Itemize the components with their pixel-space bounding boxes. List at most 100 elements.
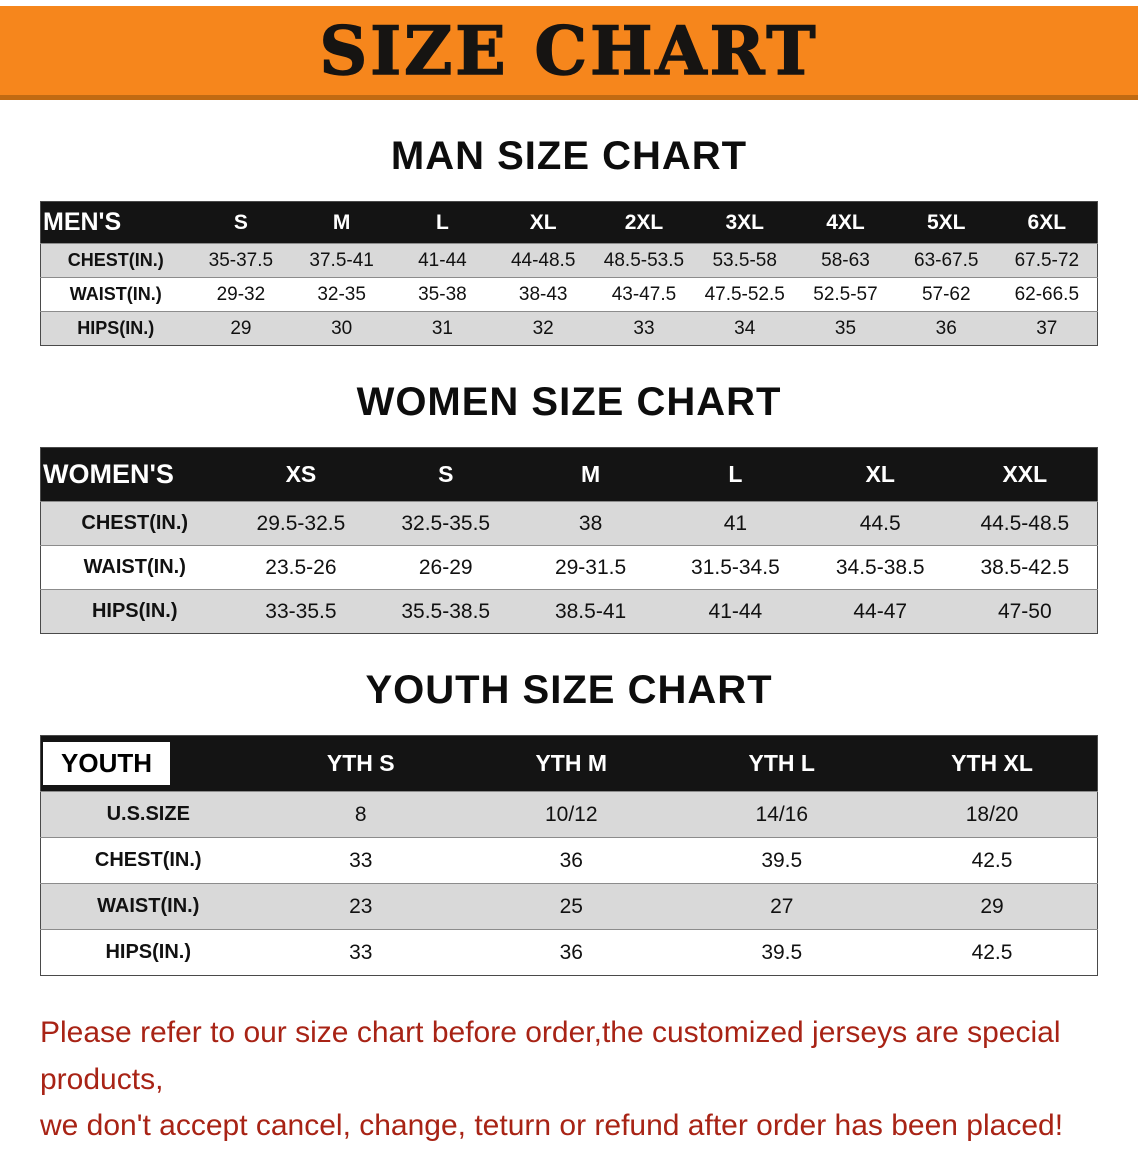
banner-title: SIZE CHART bbox=[319, 11, 819, 91]
measurement-value: 14/16 bbox=[676, 791, 887, 838]
measurement-value: 32 bbox=[492, 311, 594, 346]
measurement-row-label: WAIST(IN.) bbox=[40, 883, 256, 930]
measurement-value: 48.5-53.5 bbox=[593, 243, 695, 278]
size-column-header: S bbox=[233, 210, 248, 234]
men-size-section: MAN SIZE CHART MEN'S S M L XL 2XL 3XL 4XL 5XL 6XL… bbox=[0, 134, 1138, 346]
table-header-row: MEN'S S M L XL 2XL 3XL 4XL 5XL 6XL bbox=[40, 201, 1098, 244]
disclaimer-line-1: Please refer to our size chart before or… bbox=[40, 1016, 1061, 1096]
measurement-value: 36 bbox=[466, 929, 677, 976]
measurement-value: 42.5 bbox=[887, 837, 1098, 884]
disclaimer-text: Please refer to our size chart before or… bbox=[40, 1010, 1100, 1150]
measurement-row: CHEST(IN.) 33 36 39.5 42.5 bbox=[40, 837, 1098, 884]
measurement-row: WAIST(IN.) 29-32 32-35 35-38 38-43 43-47.5 47.… bbox=[40, 277, 1098, 312]
measurement-value: 63-67.5 bbox=[895, 243, 997, 278]
youth-size-chart-heading: YOUTH SIZE CHART bbox=[365, 668, 773, 712]
measurement-value: 27 bbox=[676, 883, 887, 930]
table-header-row: WOMEN'S XS S M L XL XXL bbox=[40, 447, 1098, 502]
measurement-value: 38 bbox=[518, 501, 663, 546]
measurement-row: CHEST(IN.) 35-37.5 37.5-41 41-44 44-48.5 48.5… bbox=[40, 243, 1098, 278]
women-size-section: WOMEN SIZE CHART WOMEN'S XS S M L XL XXL CHEST(… bbox=[0, 380, 1138, 634]
measurement-value: 29-32 bbox=[190, 277, 292, 312]
women-size-table: WOMEN'S XS S M L XL XXL CHEST(IN.) 29.5-32.5 32.5… bbox=[40, 447, 1098, 634]
measurement-value: 47-50 bbox=[952, 589, 1098, 634]
measurement-value: 53.5-58 bbox=[694, 243, 796, 278]
measurement-value: 29 bbox=[190, 311, 292, 346]
measurement-value: 35-38 bbox=[392, 277, 493, 312]
disclaimer-line-2: we don't accept cancel, change, teturn o… bbox=[40, 1109, 1064, 1142]
men-size-chart-heading: MAN SIZE CHART bbox=[390, 134, 748, 178]
table-group-label-text: MEN'S bbox=[43, 208, 122, 236]
measurement-value: 39.5 bbox=[676, 837, 887, 884]
table-group-label: YOUTH bbox=[41, 736, 256, 792]
measurement-row: WAIST(IN.) 23.5-26 26-29 29-31.5 31.5-34.5 34… bbox=[40, 545, 1098, 590]
measurement-value: 67.5-72 bbox=[996, 243, 1098, 278]
youth-size-section: YOUTH SIZE CHART YOUTH YTH S YTH M YTH L YTH… bbox=[0, 668, 1138, 976]
size-column-header: XS bbox=[285, 461, 317, 487]
measurement-row-label: HIPS(IN.) bbox=[40, 929, 256, 976]
size-column-header: 5XL bbox=[926, 210, 966, 234]
measurement-row-label: CHEST(IN.) bbox=[40, 837, 256, 884]
size-column-header: 3XL bbox=[725, 210, 764, 234]
measurement-value: 39.5 bbox=[676, 929, 887, 976]
measurement-value: 25 bbox=[466, 883, 677, 930]
measurement-value: 10/12 bbox=[466, 791, 677, 838]
measurement-value: 35-37.5 bbox=[190, 243, 292, 278]
size-column-header: M bbox=[332, 210, 351, 234]
measurement-value: 31 bbox=[392, 311, 493, 346]
measurement-value: 36 bbox=[895, 311, 997, 346]
measurement-value: 44.5-48.5 bbox=[952, 501, 1098, 546]
measurement-value: 33 bbox=[593, 311, 695, 346]
table-header-row: YOUTH YTH S YTH M YTH L YTH XL bbox=[40, 735, 1098, 792]
measurement-value: 35 bbox=[795, 311, 896, 346]
size-column-header: 4XL bbox=[826, 210, 865, 234]
table-group-label-text: YOUTH bbox=[43, 742, 170, 785]
size-column-header: 6XL bbox=[1027, 210, 1067, 234]
measurement-value: 38.5-41 bbox=[518, 589, 663, 634]
measurement-row-label: HIPS(IN.) bbox=[40, 589, 229, 634]
measurement-value: 47.5-52.5 bbox=[694, 277, 796, 312]
size-column-header: S bbox=[438, 461, 454, 487]
size-column-header: M bbox=[580, 461, 601, 487]
measurement-value: 43-47.5 bbox=[593, 277, 695, 312]
measurement-value: 58-63 bbox=[795, 243, 896, 278]
size-column-header: L bbox=[728, 461, 743, 487]
measurement-value: 31.5-34.5 bbox=[662, 545, 808, 590]
measurement-value: 33 bbox=[255, 837, 466, 884]
measurement-row: HIPS(IN.) 33-35.5 35.5-38.5 38.5-41 41-44 44-… bbox=[40, 589, 1098, 634]
measurement-value: 37.5-41 bbox=[291, 243, 393, 278]
size-column-header: XXL bbox=[1002, 461, 1048, 487]
size-column-header: XL bbox=[865, 461, 895, 487]
measurement-value: 36 bbox=[466, 837, 677, 884]
size-column-header: 2XL bbox=[624, 210, 664, 234]
measurement-row: CHEST(IN.) 29.5-32.5 32.5-35.5 38 41 44.5 44.5… bbox=[40, 501, 1098, 546]
measurement-row: U.S.SIZE 8 10/12 14/16 18/20 bbox=[40, 791, 1098, 838]
measurement-value: 33 bbox=[255, 929, 466, 976]
measurement-value: 29-31.5 bbox=[518, 545, 663, 590]
measurement-value: 32-35 bbox=[291, 277, 393, 312]
women-size-chart-heading: WOMEN SIZE CHART bbox=[356, 380, 782, 424]
measurement-value: 57-62 bbox=[895, 277, 997, 312]
measurement-value: 23 bbox=[255, 883, 466, 930]
measurement-row: HIPS(IN.) 29 30 31 32 33 34 35 36 37 bbox=[40, 311, 1098, 346]
measurement-value: 41-44 bbox=[662, 589, 808, 634]
measurement-value: 44-48.5 bbox=[492, 243, 594, 278]
table-group-label-text: WOMEN'S bbox=[43, 459, 174, 489]
size-column-header: YTH S bbox=[326, 750, 395, 776]
measurement-value: 44-47 bbox=[807, 589, 953, 634]
youth-size-table: YOUTH YTH S YTH M YTH L YTH XL U.S.SIZE 8 10/12… bbox=[40, 735, 1098, 976]
size-column-header: XL bbox=[529, 210, 557, 234]
measurement-value: 30 bbox=[291, 311, 393, 346]
measurement-row: WAIST(IN.) 23 25 27 29 bbox=[40, 883, 1098, 930]
measurement-value: 29.5-32.5 bbox=[228, 501, 374, 546]
measurement-value: 34 bbox=[694, 311, 796, 346]
measurement-value: 18/20 bbox=[887, 791, 1098, 838]
measurement-value: 38.5-42.5 bbox=[952, 545, 1098, 590]
measurement-value: 42.5 bbox=[887, 929, 1098, 976]
size-column-header: YTH M bbox=[535, 750, 608, 776]
measurement-value: 35.5-38.5 bbox=[373, 589, 519, 634]
measurement-value: 32.5-35.5 bbox=[373, 501, 519, 546]
measurement-value: 33-35.5 bbox=[228, 589, 374, 634]
measurement-row-label: WAIST(IN.) bbox=[40, 545, 229, 590]
size-column-header: L bbox=[436, 210, 449, 234]
measurement-row-label: CHEST(IN.) bbox=[40, 501, 229, 546]
